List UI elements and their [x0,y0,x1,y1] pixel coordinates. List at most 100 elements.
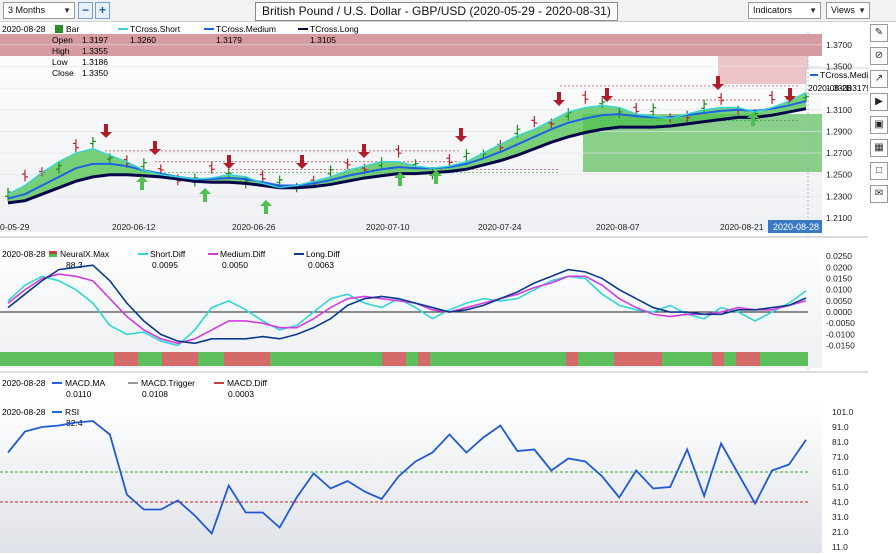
down-arrow-shaft [300,155,304,164]
medium-diff-label: Medium.Diff [220,249,266,259]
neuralx-segment [198,352,224,366]
box-icon[interactable]: □ [870,162,888,180]
rsi-y-tick: 81.0 [832,437,849,447]
views-button[interactable]: Views ▼ [826,2,870,19]
up-arrow-shaft [434,175,438,184]
down-arrow-head [712,84,724,90]
pencil-icon[interactable]: ✎ [870,24,888,42]
neuralx-segment [418,352,430,366]
neuralx-segment [0,352,114,366]
down-arrow-head [223,163,235,169]
macd-trigger-value: 0.0108 [142,389,168,399]
ohlc-high-label: High [52,46,70,56]
play-icon[interactable]: ▶ [870,93,888,111]
down-arrow-head [100,132,112,138]
price-y-tick: 1.2100 [826,213,852,223]
down-arrow-shaft [362,144,366,153]
medium-diff-line [7,273,807,345]
diff-y-tick: 0.0250 [826,251,852,261]
ohlc-open-label: Open [52,35,73,45]
zoom-in-button[interactable]: + [95,2,110,19]
macd-diff-value: 0.0003 [228,389,254,399]
ohlc-close-value: 1.3350 [82,68,108,78]
arrow-up-icon[interactable]: ↗ [870,70,888,88]
flag-value: 1.3179 [845,83,868,93]
neuralx-segment [614,352,662,366]
period-select-value: 3 Months [8,5,46,15]
price-x-tick: 0-05-29 [0,222,30,232]
down-arrow-shaft [788,88,792,97]
diff-y-tick: 0.0050 [826,296,852,306]
price-x-tick: 2020-07-10 [366,222,410,232]
grid-icon[interactable]: ▦ [870,139,888,157]
price-legend: 2020-08-28 Bar TCross.Short 1.3260 TCros… [2,24,359,78]
diff-y-axis: 0.02500.02000.01500.01000.00500.0000-0.0… [826,251,855,350]
down-arrow-head [601,96,613,102]
chat-icon[interactable]: ✉ [870,185,888,203]
up-arrow-head [430,170,442,176]
down-arrow-head [455,136,467,142]
neuralx-segment [114,352,138,366]
bar-icon [55,25,63,33]
rsi-y-tick: 21.0 [832,527,849,537]
neural-value: 88.3 [66,260,83,270]
neuralx-segment [724,352,736,366]
indicators-label: Indicators [753,5,793,15]
price-x-tick: 2020-06-12 [112,222,156,232]
down-arrow-icon [712,76,724,90]
chevron-down-icon: ▼ [858,6,866,15]
ohlc-high-value: 1.3355 [82,46,108,56]
up-arrow-head [394,172,406,178]
long-diff-label: Long.Diff [306,249,341,259]
price-x-tick: 2020-07-24 [478,222,522,232]
up-arrow-head [747,112,759,118]
indicators-button[interactable]: Indicators ▼ [748,2,821,19]
price-x-tick: 2020-06-26 [232,222,276,232]
up-arrow-icon [199,188,211,202]
price-y-tick: 1.2700 [826,148,852,158]
down-arrow-shaft [716,76,720,85]
macd-panel-bg [0,373,822,402]
tcross-lines [7,91,807,205]
down-arrow-shaft [459,128,463,137]
macd-ma-value: 0.0110 [66,389,92,399]
neuralx-segment [760,352,808,366]
prohibit-icon[interactable]: ⊘ [870,47,888,65]
chart-area[interactable]: 2020-08-28 Bar TCross.Short 1.3260 TCros… [0,22,868,554]
neuralx-segment [736,352,760,366]
ohlc-open-value: 1.3197 [82,35,108,45]
period-select[interactable]: 3 Months ▼ [3,2,75,19]
zoom-out-button[interactable]: − [78,2,93,19]
flag-date: 2020-08-28 [808,83,852,93]
diff-y-tick: -0.0150 [826,341,855,351]
price-y-tick: 1.2500 [826,170,852,180]
short-diff-line [7,275,807,347]
current-date-label: 2020-08-28 [773,222,819,232]
neuralx-segment [566,352,578,366]
up-arrow-head [260,200,272,206]
macd-ma-label: MACD.MA [65,378,105,388]
down-arrow-shaft [605,88,609,97]
down-arrow-shaft [104,124,108,133]
down-arrow-shaft [153,141,157,150]
diff-y-tick: 0.0150 [826,274,852,284]
neural-swatch [49,251,57,254]
up-arrow-shaft [203,193,207,202]
diff-legend-date: 2020-08-28 [2,249,46,259]
chart-title: British Pound / U.S. Dollar - GBP/USD (2… [255,2,618,21]
tcross-long-line [7,107,807,205]
long-diff-line [7,264,807,345]
down-arrow-icon [455,128,467,142]
neural-label: NeuralX.Max [60,249,110,259]
rsi-y-tick: 51.0 [832,482,849,492]
rsi-y-tick: 101.0 [832,407,854,417]
toolbar: 3 Months ▼ − + British Pound / U.S. Doll… [0,0,896,22]
neuralx-segment [406,352,418,366]
chevron-down-icon: ▼ [63,6,71,15]
down-arrow-icon [358,144,370,158]
macd-legend-date: 2020-08-28 [2,378,46,388]
short-diff-label: Short.Diff [150,249,186,259]
frame-icon[interactable]: ▣ [870,116,888,134]
down-arrow-icon [100,124,112,138]
neuralx-segment [224,352,270,366]
